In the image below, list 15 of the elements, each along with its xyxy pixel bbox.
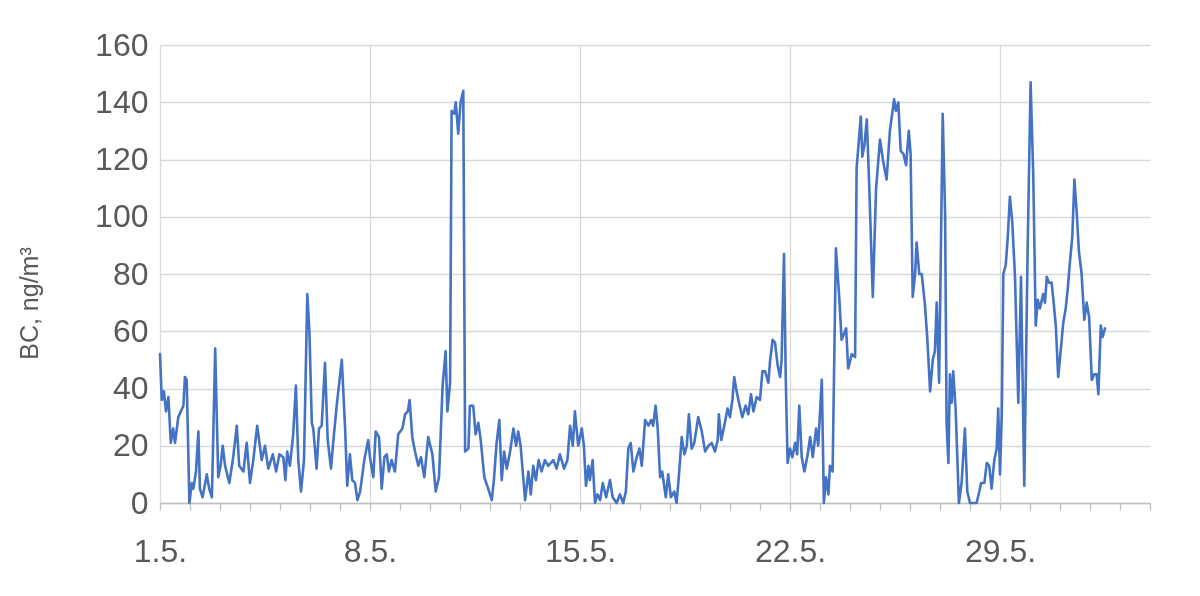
y-tick-label: 40 bbox=[112, 370, 149, 406]
y-tick-label: 100 bbox=[95, 198, 149, 235]
x-tick-label: 1.5. bbox=[133, 532, 188, 569]
x-tick-label: 22.5. bbox=[754, 532, 827, 569]
y-tick-label: 60 bbox=[112, 312, 149, 349]
y-tick-label: 0 bbox=[130, 484, 149, 521]
x-tick-label: 29.5. bbox=[964, 532, 1037, 569]
y-tick-label: 20 bbox=[112, 427, 149, 464]
x-tick-label: 8.5. bbox=[343, 532, 398, 569]
y-tick-label: 140 bbox=[95, 83, 149, 120]
y-axis-title: BC, ng/m³ bbox=[14, 247, 43, 360]
y-tick-label: 120 bbox=[95, 141, 149, 177]
y-tick-label: 80 bbox=[112, 255, 149, 292]
x-tick-label: 15.5. bbox=[544, 532, 617, 569]
y-tick-label: 160 bbox=[95, 26, 149, 63]
